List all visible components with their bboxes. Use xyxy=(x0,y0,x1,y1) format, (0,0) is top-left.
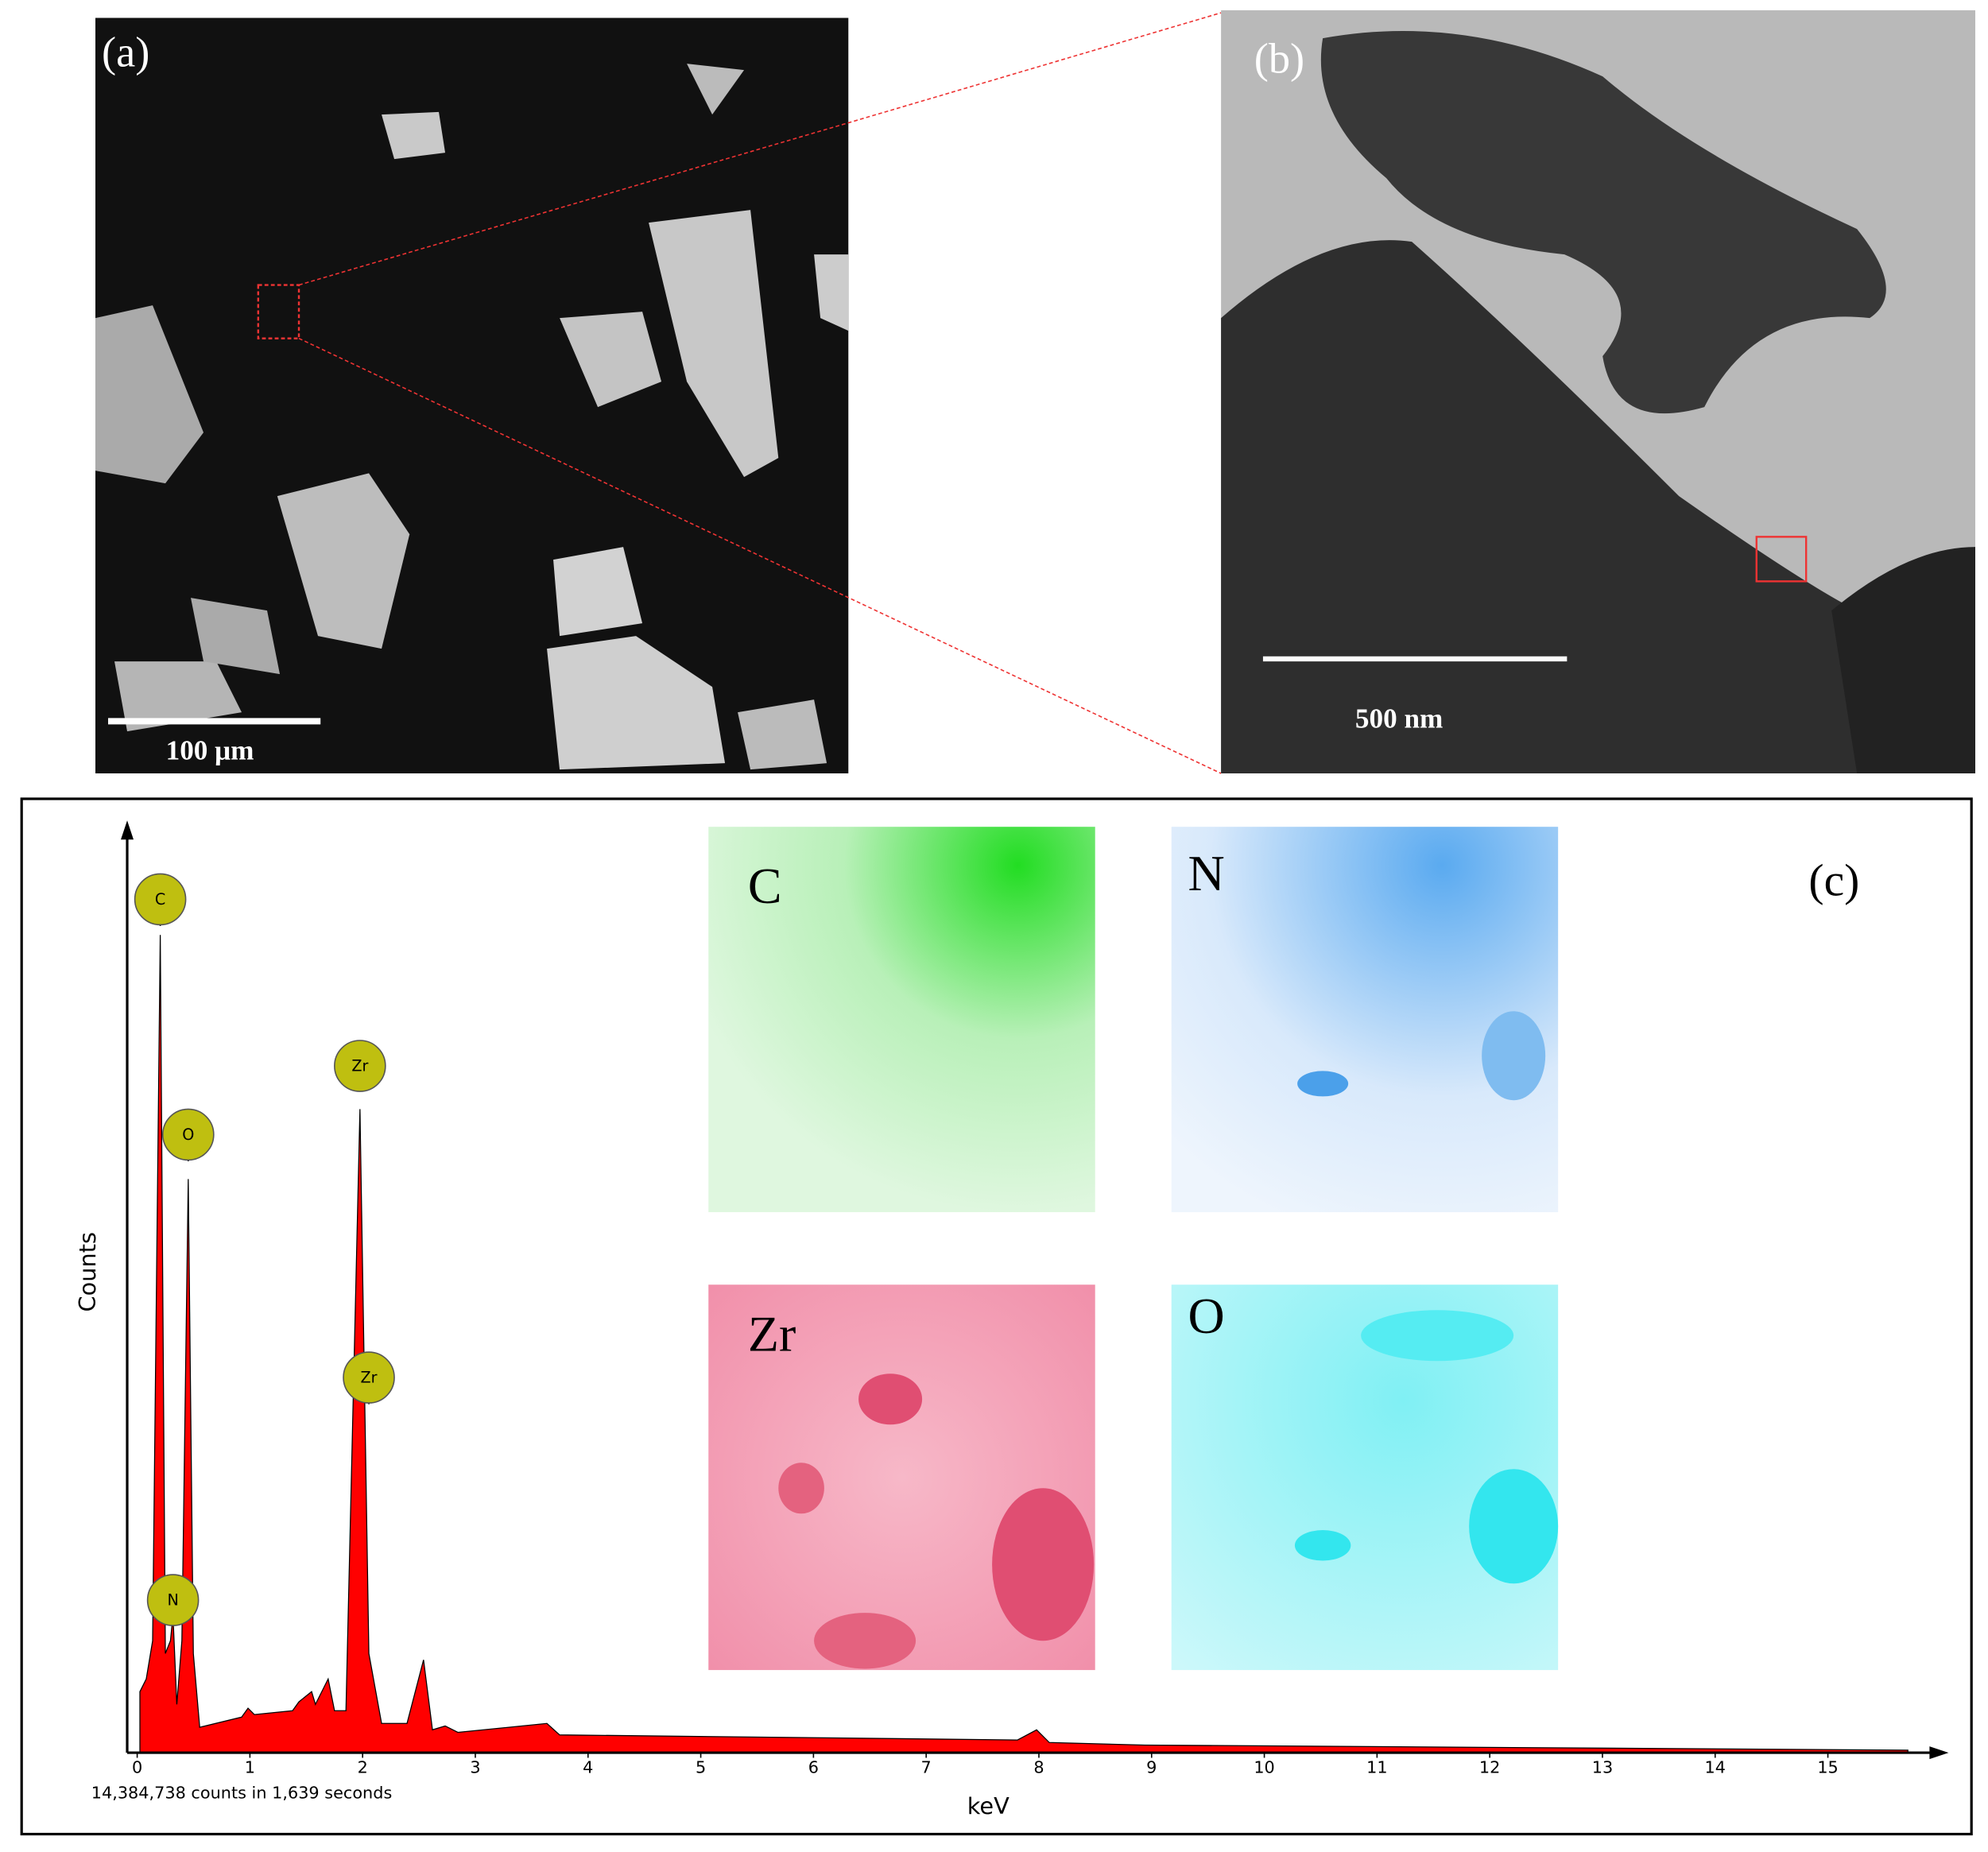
scale-label: 100 μm xyxy=(166,734,254,765)
scale-label: 500 nm xyxy=(1355,703,1443,734)
map-c xyxy=(708,827,1095,1213)
x-tick-label: 2 xyxy=(358,1758,368,1777)
peak-label: N xyxy=(167,1590,178,1609)
peak-marker xyxy=(343,1351,395,1404)
zoom-line xyxy=(298,12,1222,286)
map-label: Zr xyxy=(748,1305,796,1362)
x-tick-label: 14 xyxy=(1705,1758,1726,1777)
map-label: N xyxy=(1188,845,1225,901)
map-label: O xyxy=(1188,1288,1225,1344)
x-tick-label: 3 xyxy=(470,1758,480,1777)
tem-image xyxy=(1221,10,1975,773)
x-tick-label: 13 xyxy=(1592,1758,1613,1777)
spectrum xyxy=(139,935,1909,1753)
x-tick-label: 7 xyxy=(921,1758,932,1777)
x-tick-label: 12 xyxy=(1479,1758,1500,1777)
y-axis-label: Counts xyxy=(74,1232,101,1312)
axes xyxy=(121,820,1949,1760)
sem-image xyxy=(95,17,849,773)
x-tick-label: 0 xyxy=(132,1758,142,1777)
x-tick-label: 4 xyxy=(583,1758,593,1777)
peak-marker xyxy=(162,1108,215,1161)
x-tick-label: 1 xyxy=(245,1758,255,1777)
footnote: 14,384,738 counts in 1,639 seconds xyxy=(91,1784,393,1803)
x-tick-label: 5 xyxy=(696,1758,706,1777)
zoom-box xyxy=(257,284,300,339)
panel-label: (b) xyxy=(1254,34,1304,82)
peak-marker xyxy=(134,873,187,926)
peak-label: C xyxy=(155,890,165,909)
x-tick-label: 6 xyxy=(808,1758,819,1777)
x-tick-label: 15 xyxy=(1817,1758,1838,1777)
panel-frame xyxy=(20,797,1973,1836)
x-axis-label: keV xyxy=(967,1792,1010,1819)
peak-label: Zr xyxy=(351,1056,368,1075)
map-label: C xyxy=(748,858,782,914)
zoom-line xyxy=(298,338,1222,774)
peak-label: Zr xyxy=(361,1368,378,1386)
peak-marker xyxy=(334,1040,386,1092)
x-tick-label: 10 xyxy=(1254,1758,1274,1777)
peak-label: O xyxy=(182,1126,194,1144)
x-tick-label: 11 xyxy=(1366,1758,1387,1777)
zoom-box xyxy=(1755,536,1808,583)
panel-label: (a) xyxy=(102,28,149,76)
x-tick-label: 8 xyxy=(1033,1758,1044,1777)
panel-label: (c) xyxy=(1808,856,1859,906)
map-n xyxy=(1171,827,1559,1213)
peak-marker xyxy=(146,1574,200,1626)
element-maps xyxy=(708,827,1559,1671)
x-tick-label: 9 xyxy=(1146,1758,1157,1777)
